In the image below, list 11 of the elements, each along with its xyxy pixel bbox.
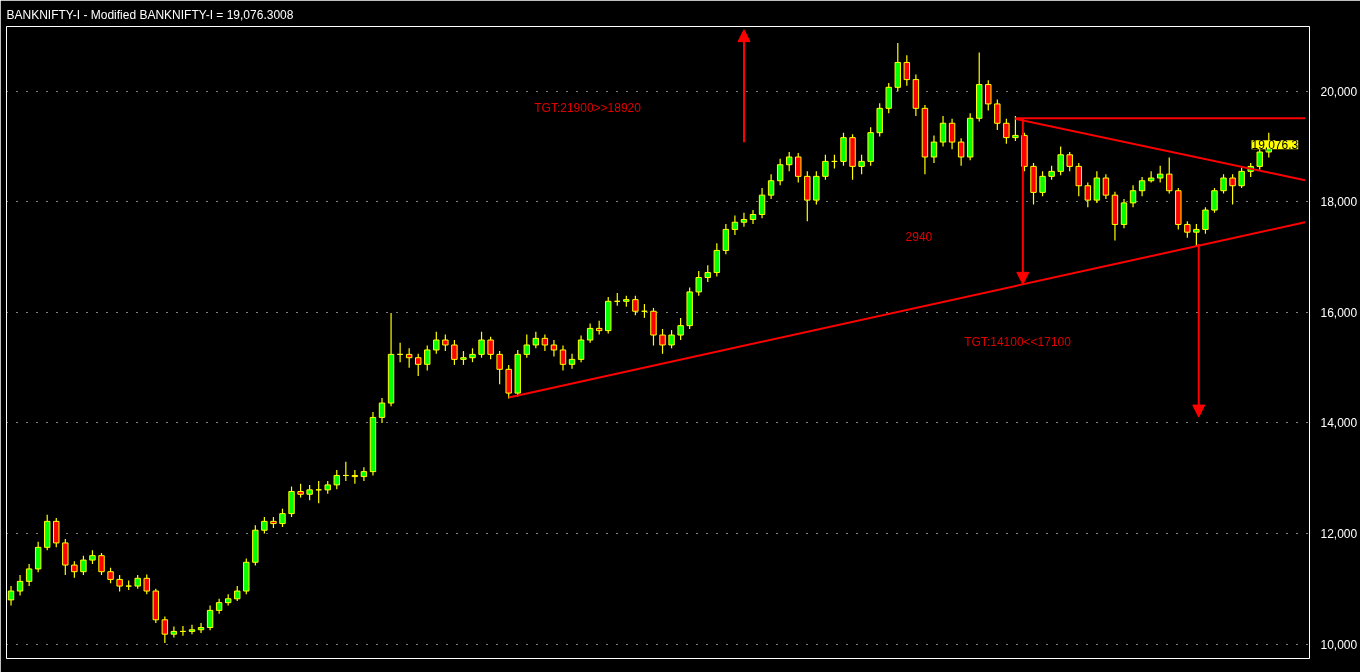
y-tick-label: 12,000	[1320, 527, 1358, 542]
y-tick-label: 10,000	[1320, 637, 1358, 652]
y-tick-label: 14,000	[1320, 416, 1358, 431]
y-tick-label: 18,000	[1320, 195, 1358, 210]
y-tick-label: 16,000	[1320, 305, 1358, 320]
chart-title: BANKNIFTY-I - Modified BANKNIFTY-I = 19,076.3008	[6, 7, 294, 22]
annotation: TGT:21900>>18920	[534, 100, 642, 115]
y-tick-label: 20,000	[1320, 84, 1358, 99]
annotation: 2940	[905, 230, 933, 245]
annotation: 19,076.3	[1251, 138, 1299, 153]
annotation: TGT:14100<<17100	[964, 334, 1072, 349]
